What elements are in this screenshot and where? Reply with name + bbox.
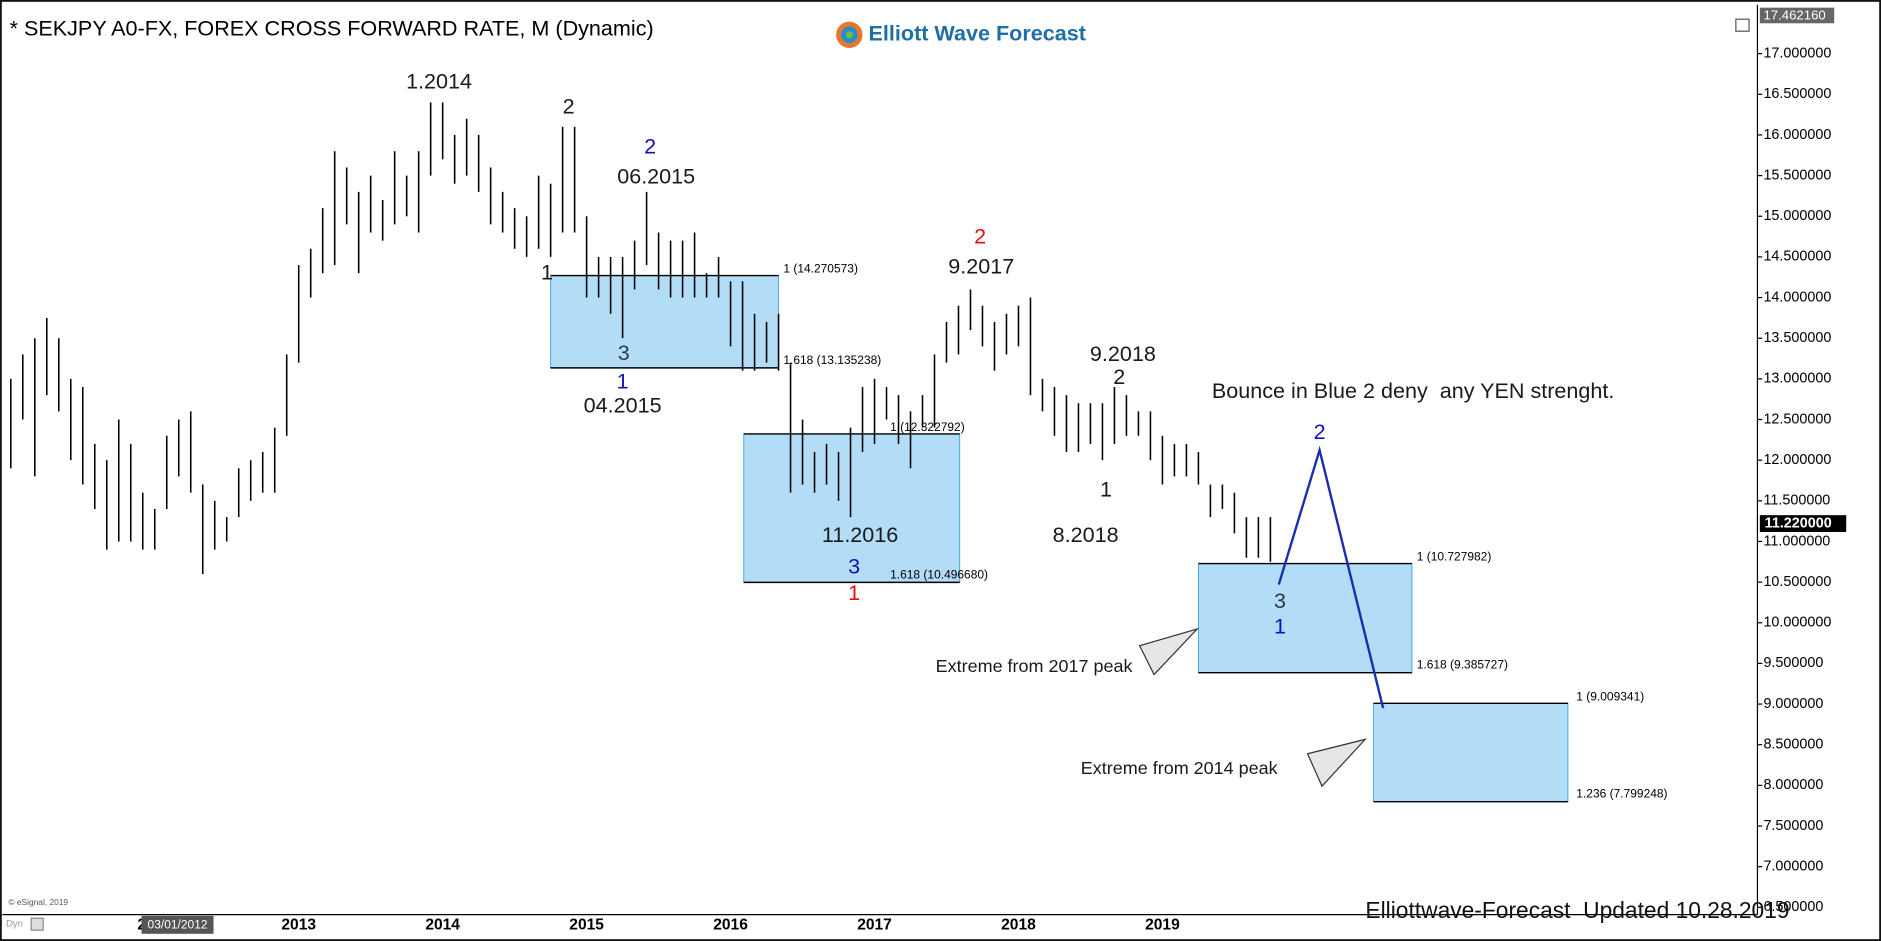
logo-icon-core <box>845 31 853 39</box>
y-tick-label: 16.500000 <box>1763 86 1831 102</box>
x-tick-label: 2019 <box>1145 917 1180 934</box>
cursor-date-box <box>141 915 214 934</box>
pointer-arrow <box>1306 738 1367 788</box>
y-tick-label: 6.500000 <box>1763 899 1823 915</box>
y-tick-label: 10.000000 <box>1763 615 1831 631</box>
zone-top-label: 1 (9.009341) <box>1576 689 1644 703</box>
y-tick-label: 12.500000 <box>1763 411 1831 427</box>
plot: 6.500000 7.000000 7.500000 8.000000 8.500000… <box>10 7 1847 934</box>
zone-bottom-label: 1.618 (9.385727) <box>1417 658 1508 672</box>
wave-annotation: 1.2014 <box>406 69 472 94</box>
x-tick-label: 2015 <box>569 917 604 934</box>
x-tick-label: 2016 <box>713 917 748 934</box>
y-tick-label: 9.000000 <box>1763 696 1823 712</box>
wave-annotation: Extreme from 2017 peak <box>936 656 1134 676</box>
target-zone <box>1197 563 1413 674</box>
wave-annotation: 3 <box>848 553 860 578</box>
cursor-date: 03/01/2012 <box>148 918 208 932</box>
x-tick-label: 2014 <box>425 917 460 934</box>
wave-annotation: 1 <box>1274 613 1286 638</box>
zone-top-label: 1 (12.322792) <box>890 420 965 434</box>
y-tick-label: 11.000000 <box>1763 533 1830 549</box>
wave-annotation: Extreme from 2014 peak <box>1081 758 1279 778</box>
zone-bottom-label: 1.618 (13.135238) <box>783 353 881 367</box>
zone-bottom-label: 1.618 (10.496680) <box>890 567 988 581</box>
y-tick-label: 16.000000 <box>1763 127 1831 143</box>
top-tag-box <box>1759 7 1835 24</box>
y-tick-label: 7.500000 <box>1763 818 1823 834</box>
y-tick-label: 8.000000 <box>1763 777 1823 793</box>
pointer-arrow <box>1138 627 1200 676</box>
wave-annotation: 9.2017 <box>948 253 1014 278</box>
window-icon[interactable] <box>1735 18 1750 32</box>
wave-annotation: 9.2018 <box>1090 341 1156 366</box>
y-tick-label: 12.000000 <box>1763 452 1831 468</box>
y-tick-label: 9.500000 <box>1763 655 1823 671</box>
y-tick-label: 13.000000 <box>1763 371 1831 387</box>
wave-annotation: 2 <box>563 94 575 119</box>
y-tick-label: 15.000000 <box>1763 208 1831 224</box>
wave-annotation: 3 <box>618 340 630 365</box>
last-price-box <box>1759 515 1847 532</box>
wave-annotation: 3 <box>1274 588 1286 613</box>
wave-annotation: 1 <box>541 259 553 284</box>
zone-top-label: 1 (10.727982) <box>1417 550 1492 564</box>
y-tick-label: 17.000000 <box>1763 45 1831 61</box>
wave-annotation: 2 <box>644 133 656 158</box>
x-tick-label: 2017 <box>857 917 892 934</box>
wave-annotation: 2 <box>974 223 986 248</box>
target-zone <box>743 433 961 583</box>
last-price-label: 11.220000 <box>1765 515 1832 531</box>
x-tick-label: 2018 <box>1001 917 1036 934</box>
x-tick-label: 2013 <box>281 917 316 934</box>
y-tick-label: 11.500000 <box>1763 493 1830 509</box>
mode-icon[interactable] <box>30 917 44 931</box>
wave-annotation: 1 <box>1100 477 1112 502</box>
y-tick-label: 14.500000 <box>1763 249 1831 265</box>
zone-top-label: 1 (14.270573) <box>783 262 858 276</box>
wave-annotation: 06.2015 <box>617 163 695 188</box>
footer: Elliottwave-Forecast Updated 10.28.2019 <box>1365 897 1789 923</box>
wave-annotation: 2 <box>1314 419 1326 444</box>
logo: Elliott Wave Forecast <box>836 21 1086 49</box>
wave-annotation: 1 <box>617 369 629 394</box>
chart-title: * SEKJPY A0-FX, FOREX CROSS FORWARD RATE… <box>10 16 654 41</box>
logo-text: Elliott Wave Forecast <box>869 21 1086 46</box>
y-tick-label: 14.000000 <box>1763 289 1831 305</box>
y-tick-label: 7.000000 <box>1763 858 1823 874</box>
target-zone <box>550 275 780 369</box>
y-tick-label: 10.500000 <box>1763 574 1831 590</box>
top-tag-label: 17.462160 <box>1763 8 1825 23</box>
projection-line <box>1277 445 1385 709</box>
target-zone <box>1373 702 1569 803</box>
y-tick-label: 8.500000 <box>1763 737 1823 753</box>
zone-bottom-label: 1.236 (7.799248) <box>1576 787 1667 801</box>
wave-annotation: 04.2015 <box>584 393 662 418</box>
mode-label: Dyn <box>6 919 23 930</box>
wave-annotation: 2 <box>1113 364 1125 389</box>
copyright: © eSignal, 2019 <box>8 897 68 907</box>
wave-annotation: 8.2018 <box>1053 522 1119 547</box>
wave-annotation: 1 <box>848 580 860 605</box>
y-tick-label: 15.500000 <box>1763 167 1831 183</box>
y-tick-label: 13.500000 <box>1763 330 1831 346</box>
wave-annotation: Bounce in Blue 2 deny any YEN strenght. <box>1212 378 1615 403</box>
wave-annotation: 11.2016 <box>822 522 898 547</box>
